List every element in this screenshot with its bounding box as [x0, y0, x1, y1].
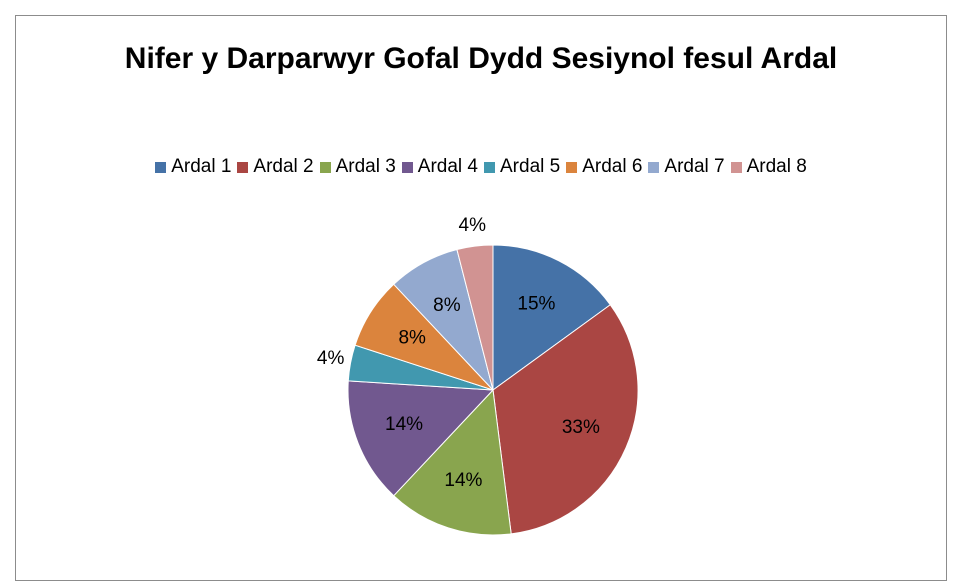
data-label: 4%: [459, 215, 487, 236]
pie-slice: [492, 244, 612, 391]
data-label: 15%: [517, 294, 555, 315]
legend-label: Ardal 7: [664, 156, 725, 177]
legend-swatch: [401, 161, 413, 173]
legend-label: Ardal 2: [253, 156, 314, 177]
legend-item: Ardal 8: [730, 156, 807, 178]
legend-label: Ardal 4: [417, 156, 478, 177]
pie-slice: [492, 304, 639, 535]
legend-swatch: [730, 161, 742, 173]
data-label: 33%: [562, 417, 600, 438]
legend-item: Ardal 6: [566, 156, 642, 178]
data-label: 8%: [433, 295, 461, 316]
legend-swatch: [566, 161, 578, 173]
legend-item: Ardal 7: [648, 156, 725, 178]
legend-item: Ardal 4: [401, 156, 478, 178]
legend-item: Ardal 2: [237, 156, 314, 178]
data-label: 8%: [398, 328, 426, 349]
data-label: 14%: [444, 470, 482, 491]
data-label: 4%: [317, 348, 345, 369]
chart-title: Nifer y Darparwyr Gofal Dydd Sesiynol fe…: [124, 42, 838, 75]
legend: Ardal 1 Ardal 2 Ardal 3 Ardal 4 Ardal 5 Ardal…: [16, 156, 946, 178]
legend-swatch: [237, 161, 249, 173]
legend-label: Ardal 5: [500, 156, 561, 177]
legend-label: Ardal 3: [335, 156, 396, 177]
legend-item: Ardal 1: [155, 156, 231, 178]
pie-slice: [393, 388, 512, 536]
legend-label: Ardal 8: [746, 156, 807, 177]
pie-slice: [347, 380, 495, 497]
legend-swatch: [155, 161, 167, 173]
legend-label: Ardal 6: [582, 156, 643, 177]
legend-swatch: [648, 161, 660, 173]
legend-label: Ardal 1: [171, 156, 232, 177]
legend-item: Ardal 3: [319, 156, 396, 178]
data-label: 14%: [385, 414, 423, 435]
legend-swatch: [484, 161, 495, 173]
chart: 15% 33% 14% 14% 4% 8% 8% 4%: [317, 215, 639, 536]
pie-slice: [456, 244, 494, 391]
chart-frame: Nifer y Darparwyr Gofal Dydd Sesiynol fe…: [15, 15, 947, 581]
legend-item: Ardal 5: [484, 156, 560, 178]
legend-swatch: [319, 161, 331, 173]
